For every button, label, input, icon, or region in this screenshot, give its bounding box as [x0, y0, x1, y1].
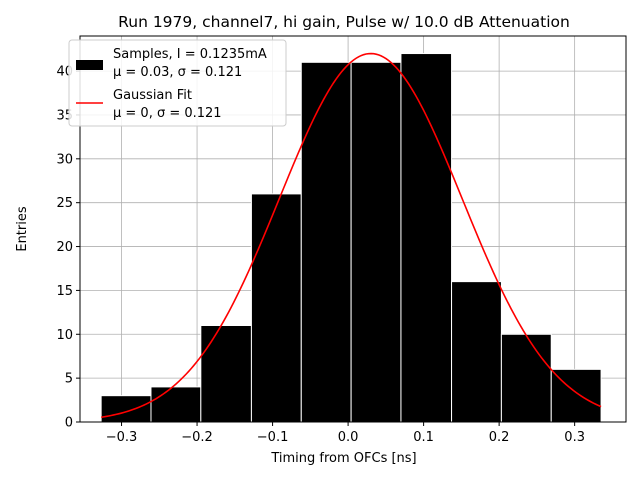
- histogram-bar: [350, 61, 402, 423]
- legend-swatch-samples: [76, 60, 103, 70]
- legend-label-samples: Samples, I = 0.1235mA: [113, 47, 267, 62]
- legend-stats-samples: μ = 0.03, σ = 0.121: [113, 65, 242, 80]
- x-tick-label: −0.3: [106, 430, 138, 445]
- x-tick-label: 0.2: [489, 430, 510, 445]
- y-tick-label: 10: [56, 328, 73, 343]
- histogram-bar: [300, 61, 352, 423]
- y-tick-label: 15: [56, 284, 73, 299]
- plot-frame: [79, 35, 627, 423]
- y-tick-label: 0: [65, 416, 73, 431]
- gaussian-fit-line: [101, 52, 602, 419]
- x-tick-label: 0.3: [564, 430, 585, 445]
- histogram-bars: [100, 53, 602, 423]
- histogram-bar: [451, 281, 502, 423]
- y-tick-label: 5: [65, 372, 73, 387]
- x-tick-label: −0.1: [257, 430, 289, 445]
- histogram-bar: [550, 368, 602, 423]
- legend: Samples, I = 0.1235mA μ = 0.03, σ = 0.12…: [68, 39, 287, 127]
- y-tick-label: 25: [56, 196, 73, 211]
- histogram-bar: [400, 53, 453, 423]
- histogram-bar: [500, 333, 552, 423]
- x-tick-label: 0.0: [338, 430, 359, 445]
- legend-stats-fit: μ = 0, σ = 0.121: [113, 106, 222, 121]
- legend-box: [68, 39, 287, 127]
- y-tick-label: 30: [56, 152, 73, 167]
- histogram-bar: [150, 386, 202, 423]
- chart-title: Run 1979, channel7, hi gain, Pulse w/ 10…: [118, 13, 570, 31]
- legend-label-fit: Gaussian Fit: [113, 88, 192, 103]
- x-tick-label: 0.1: [413, 430, 434, 445]
- x-axis-label: Timing from OFCs [ns]: [270, 451, 416, 466]
- histogram-bar: [250, 193, 302, 423]
- histogram-bar: [100, 395, 152, 423]
- y-axis-label: Entries: [15, 206, 30, 252]
- histogram-bar: [200, 325, 252, 423]
- y-tick-label: 20: [56, 240, 73, 255]
- x-axis-ticks: −0.3 −0.2 −0.1 0.0 0.1 0.2 0.3: [106, 422, 585, 445]
- x-tick-label: −0.2: [181, 430, 213, 445]
